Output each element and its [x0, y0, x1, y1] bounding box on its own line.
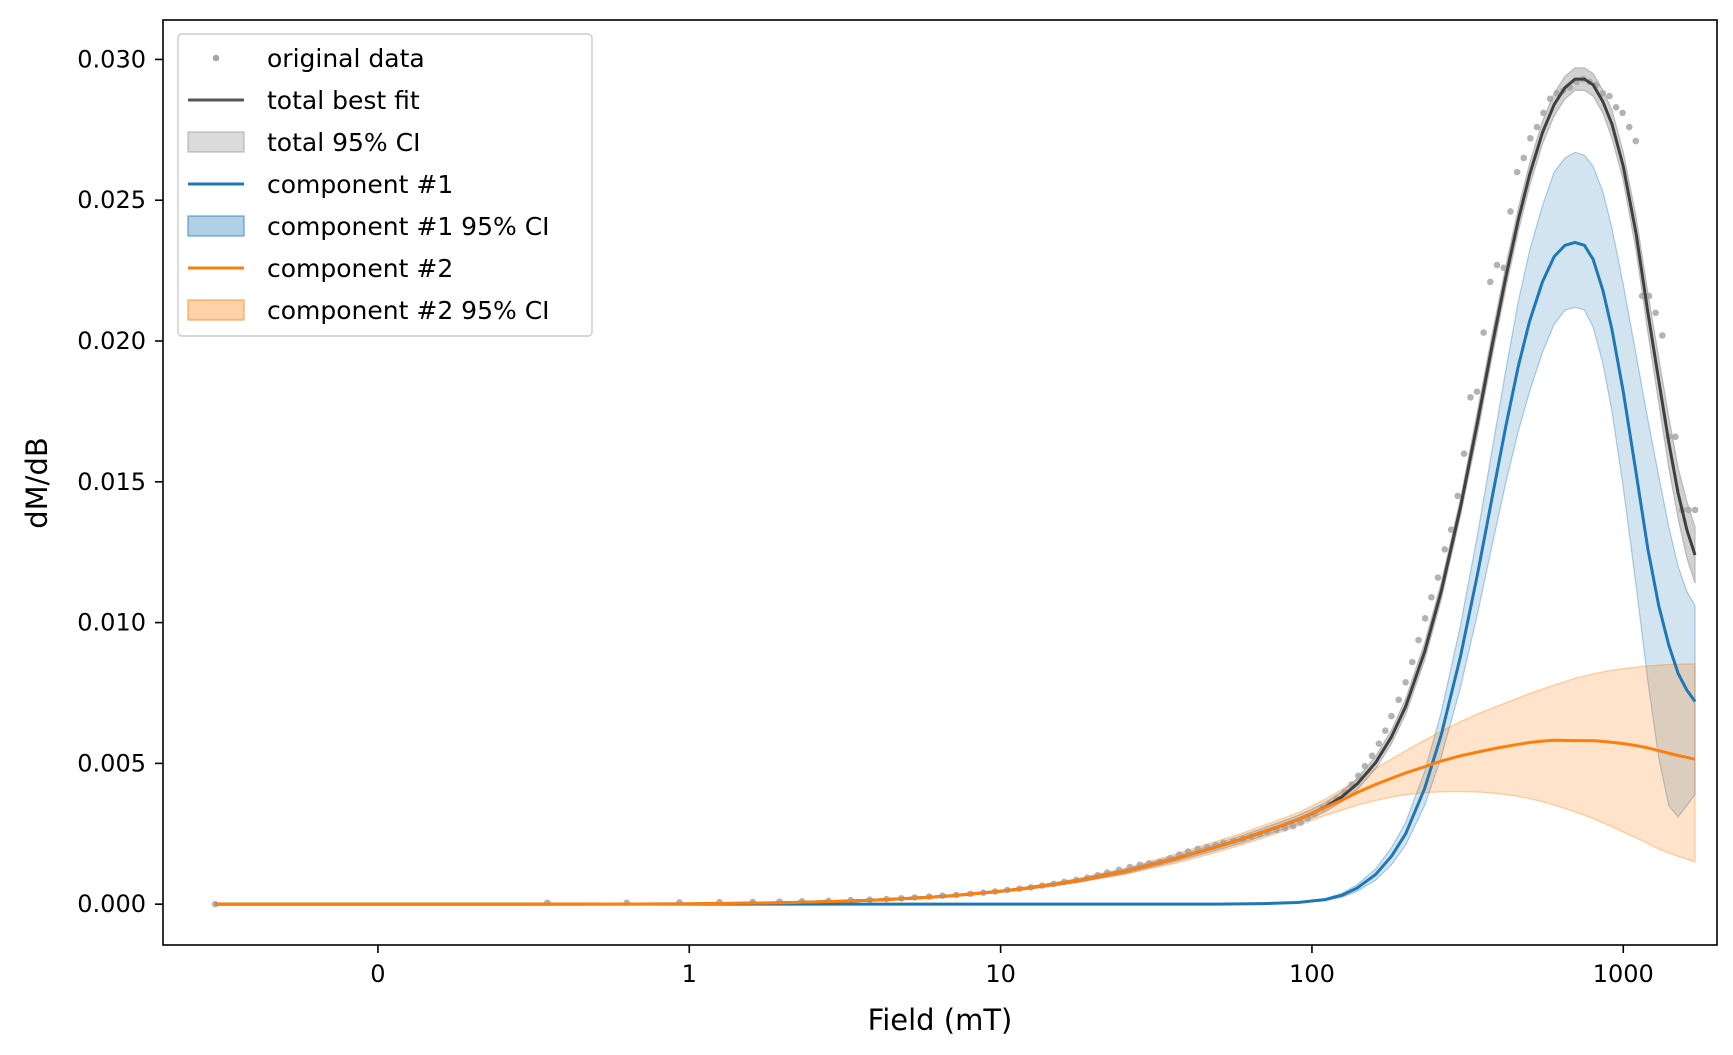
data-point: [1355, 772, 1362, 780]
plot-area: [211, 67, 1699, 908]
legend-label: component #1 95% CI: [267, 212, 550, 241]
y-tick-label: 0.015: [77, 468, 146, 496]
data-point: [1473, 388, 1481, 395]
legend-label: component #2: [267, 254, 453, 283]
data-point: [1467, 394, 1474, 401]
data-point: [1652, 309, 1659, 317]
data-point: [1480, 329, 1487, 336]
x-tick-label: 0: [370, 960, 385, 988]
data-point: [1606, 92, 1613, 100]
data-point: [1612, 103, 1620, 111]
data-point: [1672, 433, 1679, 441]
legend-label: total 95% CI: [267, 128, 420, 157]
data-point: [1487, 278, 1494, 286]
y-tick-label: 0.020: [77, 327, 146, 355]
data-point: [1297, 819, 1304, 826]
data-point: [1540, 109, 1547, 117]
data-point: [1685, 506, 1692, 514]
data-point: [1415, 636, 1422, 644]
legend-handle-dot: [212, 54, 220, 62]
data-point: [1375, 740, 1383, 747]
legend-label: total best fit: [267, 86, 420, 115]
data-point: [1659, 332, 1666, 339]
data-point: [1381, 727, 1389, 735]
data-point: [1289, 822, 1297, 830]
data-point: [1500, 264, 1508, 272]
legend-frame: [177, 33, 593, 337]
data-point: [1520, 154, 1528, 162]
data-point: [1402, 678, 1409, 686]
legend-label: original data: [267, 44, 425, 73]
data-point: [1361, 762, 1369, 770]
data-point: [1388, 712, 1395, 720]
legend-label: component #1: [267, 170, 453, 199]
data-point: [1625, 123, 1633, 131]
data-point: [1533, 123, 1541, 131]
data-point: [1691, 506, 1699, 514]
data-point: [1447, 526, 1455, 533]
data-point: [1619, 109, 1626, 117]
y-tick-label: 0.000: [77, 890, 146, 918]
data-point: [1507, 208, 1514, 215]
data-point: [1434, 574, 1442, 581]
data-point: [1553, 89, 1560, 97]
data-point: [1527, 134, 1534, 142]
data-point: [1421, 615, 1429, 622]
data-point: [1428, 593, 1435, 601]
x-axis-label: Field (mT): [868, 1003, 1013, 1037]
data-point: [1368, 752, 1376, 760]
data-point: [1395, 696, 1403, 704]
data-point: [1546, 95, 1554, 103]
x-axis: 0 1 10 100 1000: [370, 945, 1654, 988]
legend-label: component #2 95% CI: [267, 296, 550, 325]
component-1-line: [215, 240, 1697, 906]
legend-handle-patch: [187, 131, 245, 153]
x-tick-label: 10: [985, 960, 1016, 988]
legend-handle-patch: [187, 299, 245, 321]
legend: original data total best fit total 95% CI c…: [177, 33, 593, 337]
y-tick-label: 0.025: [77, 186, 146, 214]
data-point: [1460, 450, 1468, 457]
component-2-line: [215, 738, 1696, 906]
legend-handle-patch: [187, 215, 245, 237]
y-tick-label: 0.010: [77, 609, 146, 637]
data-point: [1441, 546, 1449, 553]
x-tick-label: 1000: [1593, 960, 1654, 988]
data-point: [1599, 89, 1607, 97]
x-tick-label: 100: [1289, 960, 1335, 988]
data-point: [1454, 492, 1462, 500]
data-point: [1493, 261, 1501, 269]
y-tick-label: 0.030: [77, 45, 146, 73]
y-axis-label: dM/dB: [20, 437, 54, 529]
data-point: [1632, 137, 1640, 145]
y-axis: 0.000 0.005 0.010 0.015 0.020 0.025 0.030: [77, 45, 163, 918]
data-point: [1645, 292, 1653, 300]
data-point: [1408, 658, 1416, 666]
data-point: [1513, 168, 1521, 176]
y-tick-label: 0.005: [77, 749, 146, 777]
x-tick-label: 1: [682, 960, 697, 988]
